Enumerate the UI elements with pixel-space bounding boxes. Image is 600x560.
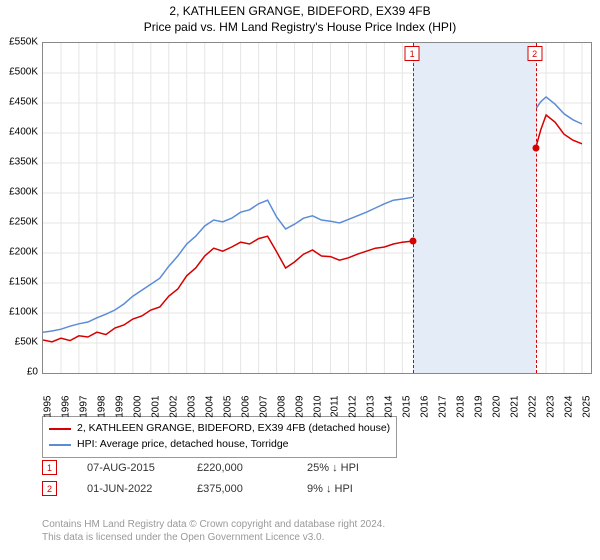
y-tick-label: £50K: [0, 337, 38, 348]
legend-swatch: [49, 444, 71, 446]
y-tick-label: £450K: [0, 97, 38, 108]
event-marker-label: 1: [405, 46, 420, 61]
x-tick-label: 2014: [384, 396, 395, 426]
event-delta: 9% ↓ HPI: [307, 483, 387, 495]
sale-point-dot: [410, 238, 417, 245]
event-price: £375,000: [197, 483, 277, 495]
x-tick-label: 2023: [546, 396, 557, 426]
attribution-text: Contains HM Land Registry data © Crown c…: [42, 518, 385, 544]
event-row: 2 01-JUN-2022 £375,000 9% ↓ HPI: [42, 481, 387, 496]
y-tick-label: £300K: [0, 187, 38, 198]
y-tick-label: £250K: [0, 217, 38, 228]
x-tick-label: 2008: [276, 396, 287, 426]
x-tick-label: 2012: [348, 396, 359, 426]
x-tick-label: 2020: [492, 396, 503, 426]
x-tick-label: 2009: [294, 396, 305, 426]
x-tick-label: 1996: [60, 396, 71, 426]
x-tick-label: 2002: [168, 396, 179, 426]
chart-titles: 2, KATHLEEN GRANGE, BIDEFORD, EX39 4FB P…: [0, 0, 600, 37]
x-tick-label: 2000: [132, 396, 143, 426]
x-tick-label: 2025: [582, 396, 593, 426]
x-tick-label: 1995: [43, 396, 54, 426]
attribution-line-2: This data is licensed under the Open Gov…: [42, 531, 385, 544]
event-date: 07-AUG-2015: [87, 462, 167, 474]
event-table: 1 07-AUG-2015 £220,000 25% ↓ HPI 2 01-JUN-202…: [42, 460, 387, 502]
y-tick-label: £200K: [0, 247, 38, 258]
x-tick-label: 2005: [222, 396, 233, 426]
event-marker-icon: 2: [42, 481, 57, 496]
event-price: £220,000: [197, 462, 277, 474]
x-tick-label: 1997: [78, 396, 89, 426]
x-tick-label: 2018: [456, 396, 467, 426]
sale-point-dot: [532, 145, 539, 152]
x-tick-label: 1999: [114, 396, 125, 426]
x-tick-label: 2019: [474, 396, 485, 426]
x-tick-label: 1998: [96, 396, 107, 426]
x-tick-label: 2004: [204, 396, 215, 426]
x-tick-label: 2007: [258, 396, 269, 426]
y-tick-label: £350K: [0, 157, 38, 168]
event-vline: [413, 43, 414, 373]
x-tick-label: 2003: [186, 396, 197, 426]
y-tick-label: £500K: [0, 67, 38, 78]
x-tick-label: 2015: [402, 396, 413, 426]
chart-container: 2, KATHLEEN GRANGE, BIDEFORD, EX39 4FB P…: [0, 0, 600, 560]
event-delta: 25% ↓ HPI: [307, 462, 387, 474]
x-tick-label: 2013: [366, 396, 377, 426]
legend-box: 2, KATHLEEN GRANGE, BIDEFORD, EX39 4FB (…: [42, 416, 397, 458]
event-vline: [536, 43, 537, 373]
event-marker-icon: 1: [42, 460, 57, 475]
y-tick-label: £0: [0, 367, 38, 378]
event-marker-label: 2: [527, 46, 542, 61]
x-tick-label: 2021: [510, 396, 521, 426]
x-tick-label: 2010: [312, 396, 323, 426]
event-row: 1 07-AUG-2015 £220,000 25% ↓ HPI: [42, 460, 387, 475]
x-tick-label: 2024: [564, 396, 575, 426]
shaded-date-band: [413, 43, 536, 373]
x-tick-label: 2022: [528, 396, 539, 426]
x-tick-label: 2017: [438, 396, 449, 426]
x-tick-label: 2011: [330, 396, 341, 426]
title-line-2: Price paid vs. HM Land Registry's House …: [0, 20, 600, 36]
legend-row: HPI: Average price, detached house, Torr…: [49, 437, 390, 453]
y-tick-label: £400K: [0, 127, 38, 138]
x-tick-label: 2006: [240, 396, 251, 426]
plot-area: [42, 42, 592, 374]
legend-swatch: [49, 428, 71, 430]
attribution-line-1: Contains HM Land Registry data © Crown c…: [42, 518, 385, 531]
x-tick-label: 2001: [150, 396, 161, 426]
y-tick-label: £550K: [0, 37, 38, 48]
y-tick-label: £150K: [0, 277, 38, 288]
y-tick-label: £100K: [0, 307, 38, 318]
event-date: 01-JUN-2022: [87, 483, 167, 495]
title-line-1: 2, KATHLEEN GRANGE, BIDEFORD, EX39 4FB: [0, 4, 600, 20]
x-tick-label: 2016: [420, 396, 431, 426]
legend-label: HPI: Average price, detached house, Torr…: [77, 437, 289, 453]
